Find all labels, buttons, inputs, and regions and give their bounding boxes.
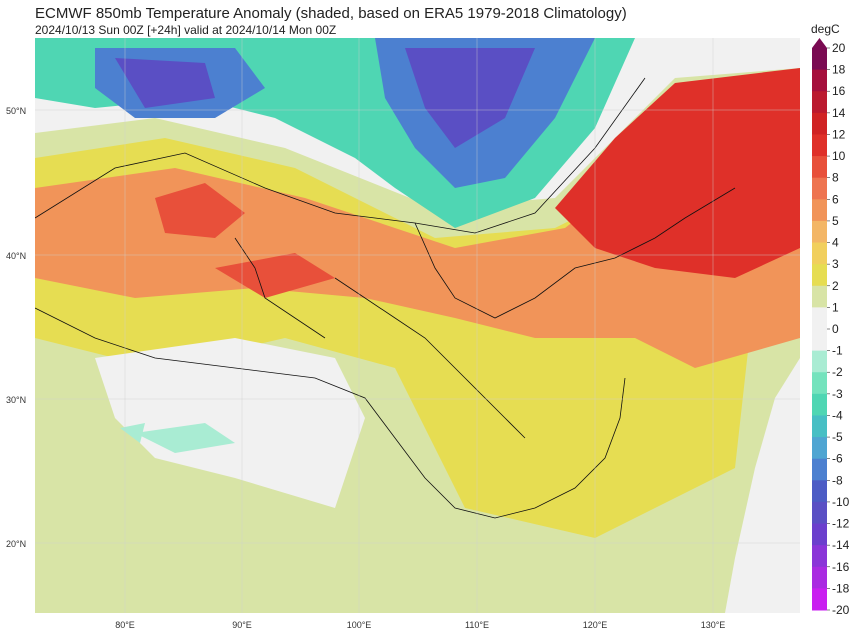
colorbar-label: 16 bbox=[832, 84, 846, 98]
colorbar-segment bbox=[812, 458, 827, 481]
lon-label-90e: 90°E bbox=[232, 620, 252, 630]
colorbar-label: 2 bbox=[832, 279, 839, 293]
colorbar-label: 20 bbox=[832, 41, 846, 55]
colorbar-label: 4 bbox=[832, 236, 839, 250]
colorbar-segment bbox=[812, 437, 827, 460]
colorbar-label: -14 bbox=[832, 538, 850, 552]
colorbar-label: 14 bbox=[832, 106, 846, 120]
colorbar-label: 3 bbox=[832, 257, 839, 271]
colorbar-label: 5 bbox=[832, 214, 839, 228]
lat-label-20n: 20°N bbox=[6, 539, 27, 549]
anomaly-orange-zone bbox=[35, 128, 800, 368]
colorbar-segment bbox=[812, 523, 827, 546]
colorbar-label: -18 bbox=[832, 581, 850, 595]
anomaly-red-west bbox=[155, 183, 335, 298]
colorbar-segment bbox=[812, 48, 827, 71]
anomaly-cold-deep bbox=[115, 48, 535, 148]
colorbar-segment bbox=[812, 220, 827, 244]
country-borders bbox=[35, 77, 736, 519]
colorbar-segment bbox=[812, 415, 827, 438]
colorbar-label: -16 bbox=[832, 560, 850, 574]
colorbar-segment bbox=[812, 242, 827, 265]
anomaly-red-core bbox=[555, 68, 800, 278]
colorbar-segment bbox=[812, 480, 827, 503]
colorbar-label: -1 bbox=[832, 344, 843, 358]
lon-label-110e: 110°E bbox=[465, 620, 489, 630]
colorbar-segment bbox=[812, 177, 827, 200]
colorbar-label: 0 bbox=[832, 322, 839, 336]
anomaly-slight-cold bbox=[120, 423, 235, 453]
colorbar-label: -3 bbox=[832, 387, 843, 401]
lon-label-100e: 100°E bbox=[346, 620, 372, 630]
colorbar-segment bbox=[812, 307, 827, 330]
colorbar-segment bbox=[812, 545, 827, 568]
colorbar-label: -4 bbox=[832, 408, 843, 422]
colorbar-segment bbox=[812, 264, 827, 287]
ocean-east bbox=[725, 358, 800, 613]
colorbar-segment bbox=[812, 91, 827, 114]
lon-label-130e: 130°E bbox=[700, 620, 726, 630]
colorbar-label: -5 bbox=[832, 430, 843, 444]
colorbar-segment bbox=[812, 588, 827, 611]
lon-label-120e: 120°E bbox=[582, 620, 608, 630]
page-subtitle: 2024/10/13 Sun 00Z [+24h] valid at 2024/… bbox=[35, 23, 337, 37]
colorbar-label: -6 bbox=[832, 452, 843, 466]
temperature-anomaly-map bbox=[35, 38, 800, 613]
colorbar-segment bbox=[812, 112, 827, 135]
graticule bbox=[35, 38, 800, 613]
colorbar-label: -20 bbox=[832, 603, 850, 615]
colorbar-segment bbox=[812, 372, 827, 395]
lat-label-40n: 40°N bbox=[6, 251, 27, 261]
colorbar-label: 6 bbox=[832, 192, 839, 206]
colorbar-segment bbox=[812, 350, 827, 373]
colorbar-label: 1 bbox=[832, 300, 839, 314]
colorbar-label: -2 bbox=[832, 365, 843, 379]
colorbar-segment bbox=[812, 285, 827, 308]
colorbar-unit: degC bbox=[811, 22, 840, 36]
lon-label-80e: 80°E bbox=[115, 620, 135, 630]
colorbar-segment bbox=[812, 69, 827, 92]
colorbar-label: 18 bbox=[832, 63, 846, 77]
colorbar-label: 12 bbox=[832, 127, 846, 141]
colorbar-segment bbox=[812, 393, 827, 416]
colorbar-top-arrow bbox=[812, 38, 827, 48]
colorbar-label: -10 bbox=[832, 495, 850, 509]
colorbar-label: 8 bbox=[832, 171, 839, 185]
lat-label-30n: 30°N bbox=[6, 395, 27, 405]
colorbar: 20181614121086543210-1-2-3-4-5-6-8-10-12… bbox=[812, 38, 850, 615]
colorbar-segment bbox=[812, 156, 827, 179]
colorbar-segment bbox=[812, 134, 827, 157]
colorbar-segment bbox=[812, 566, 827, 589]
lat-label-50n: 50°N bbox=[6, 106, 27, 116]
colorbar-segment bbox=[812, 329, 827, 352]
colorbar-label: 10 bbox=[832, 149, 846, 163]
colorbar-segment bbox=[812, 199, 827, 222]
anomaly-neutral-tibet bbox=[95, 338, 365, 508]
colorbar-label: -8 bbox=[832, 473, 843, 487]
colorbar-segment bbox=[812, 501, 827, 525]
colorbar-label: -12 bbox=[832, 517, 850, 531]
page-title: ECMWF 850mb Temperature Anomaly (shaded,… bbox=[35, 5, 627, 22]
